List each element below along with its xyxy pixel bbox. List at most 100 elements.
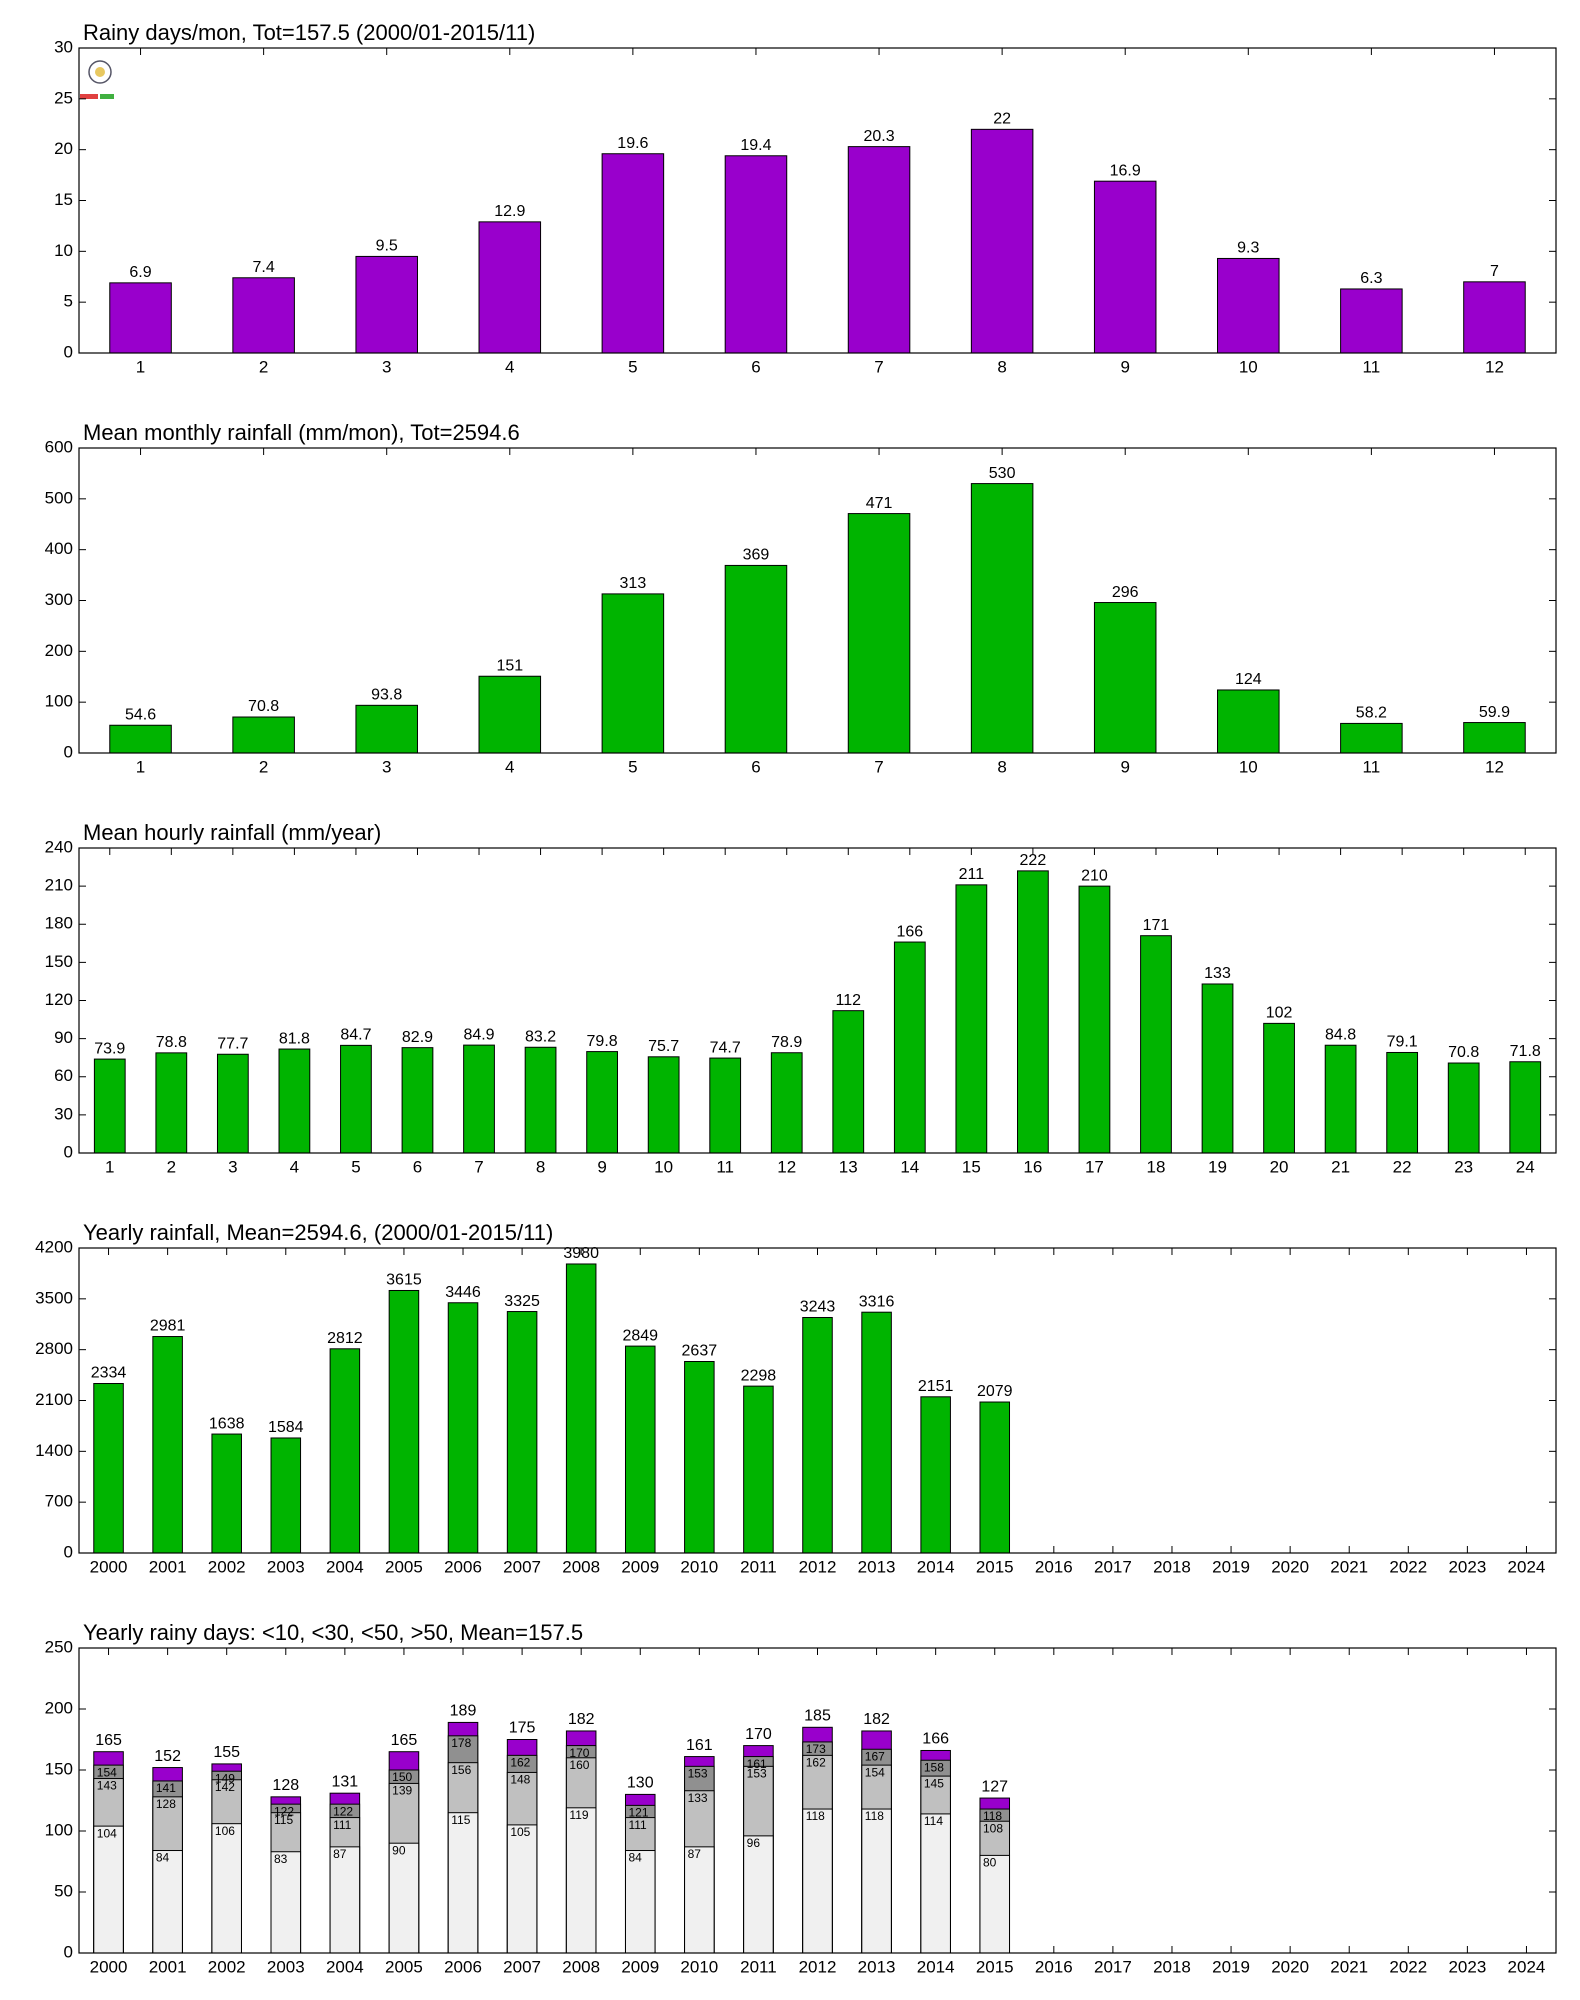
x-tick-label: 2011: [740, 1957, 777, 1976]
segment-label: 96: [747, 1836, 761, 1850]
x-tick-label: 6: [751, 757, 760, 776]
x-tick-label: 10: [1239, 357, 1258, 376]
value-label: 222: [1020, 852, 1047, 869]
segment-label: 133: [688, 1791, 708, 1805]
value-label: 83.2: [525, 1028, 556, 1045]
y-tick-label: 4200: [35, 1237, 73, 1256]
bar: [152, 1336, 183, 1554]
y-tick-label: 150: [45, 952, 73, 971]
chart-title: Mean hourly rainfall (mm/year): [83, 820, 381, 845]
y-tick-label: 0: [64, 1142, 73, 1161]
x-tick-label: 12: [777, 1157, 796, 1176]
x-tick-label: 2016: [1035, 1557, 1073, 1576]
x-tick-label: 2013: [858, 1557, 896, 1576]
segment-label: 119: [569, 1808, 588, 1822]
bar: [1463, 722, 1526, 754]
value-label: 170: [745, 1726, 772, 1743]
bar: [743, 1385, 774, 1554]
segment-label: 118: [806, 1809, 825, 1823]
value-label: 182: [863, 1711, 890, 1728]
x-tick-label: 2006: [444, 1957, 482, 1976]
bar: [1447, 1062, 1480, 1154]
value-label: 211: [959, 866, 985, 883]
x-tick-label: 9: [1120, 757, 1129, 776]
x-tick-label: 1: [105, 1157, 114, 1176]
segment-label: 115: [274, 1813, 293, 1827]
y-tick-label: 700: [45, 1492, 73, 1511]
value-label: 2298: [741, 1367, 777, 1384]
bar: [565, 1263, 597, 1554]
bar: [1201, 983, 1234, 1154]
bar: [1140, 935, 1172, 1154]
segment-label: 122: [274, 1804, 294, 1818]
bar: [211, 1433, 242, 1554]
value-label: 12.9: [494, 203, 525, 220]
value-label: 210: [1081, 867, 1108, 884]
x-tick-label: 9: [597, 1157, 606, 1176]
bar: [861, 1311, 892, 1554]
segment-label: 161: [747, 1757, 767, 1771]
value-label: 133: [1204, 965, 1231, 982]
x-tick-label: 2001: [149, 1557, 187, 1576]
segment-label: 162: [806, 1756, 826, 1770]
x-tick-label: 2: [259, 357, 268, 376]
y-tick-label: 2800: [35, 1339, 73, 1358]
x-tick-label: 2: [259, 757, 268, 776]
x-tick-label: 2: [167, 1157, 176, 1176]
x-tick-label: 19: [1208, 1157, 1227, 1176]
y-tick-label: 50: [54, 1881, 73, 1900]
x-tick-label: 2007: [503, 1557, 541, 1576]
bar: [1463, 281, 1526, 354]
y-tick-label: 200: [45, 1698, 73, 1717]
value-label: 81.8: [279, 1030, 310, 1047]
value-label: 78.9: [771, 1034, 802, 1051]
x-tick-label: 9: [1120, 357, 1129, 376]
bar: [1324, 1044, 1357, 1154]
value-label: 3325: [504, 1293, 540, 1310]
bar: [388, 1842, 420, 1954]
plot-frame: [78, 447, 1557, 754]
y-tick-label: 25: [54, 88, 73, 107]
bar: [861, 1808, 892, 1954]
segment-label: 143: [97, 1779, 117, 1793]
x-tick-label: 5: [628, 757, 637, 776]
bar: [1263, 1022, 1295, 1154]
segment-label: 154: [97, 1765, 117, 1779]
logo-text-green: [100, 94, 114, 99]
bar: [155, 1052, 188, 1154]
x-tick-label: 12: [1485, 757, 1504, 776]
bar: [586, 1051, 618, 1154]
y-tick-label: 400: [45, 539, 73, 558]
y-tick-label: 150: [45, 1759, 73, 1778]
bar: [979, 1854, 1011, 1954]
x-tick-label: 2023: [1448, 1557, 1486, 1576]
x-tick-label: 12: [1485, 357, 1504, 376]
bar: [1093, 602, 1157, 754]
plot-frame: [78, 847, 1557, 1154]
x-tick-label: 2003: [267, 1557, 305, 1576]
x-tick-label: 2024: [1508, 1557, 1546, 1576]
bar: [232, 277, 295, 354]
bar: [979, 1401, 1011, 1554]
bar: [1340, 288, 1403, 354]
x-tick-label: 1: [136, 357, 145, 376]
x-tick-label: 2009: [621, 1957, 659, 1976]
segment-label: 153: [688, 1767, 708, 1781]
segment-label: 122: [333, 1804, 353, 1818]
y-tick-label: 5: [64, 292, 73, 311]
y-tick-label: 10: [54, 241, 73, 260]
value-label: 530: [989, 465, 1016, 482]
x-tick-label: 2022: [1389, 1557, 1427, 1576]
value-label: 2334: [91, 1365, 127, 1382]
bar: [970, 483, 1034, 754]
y-tick-label: 200: [45, 641, 73, 660]
chart-title: Yearly rainfall, Mean=2594.6, (2000/01-2…: [83, 1220, 553, 1245]
x-tick-label: 22: [1393, 1157, 1412, 1176]
value-label: 22: [993, 111, 1011, 128]
y-tick-label: 0: [64, 342, 73, 361]
segment-label: 141: [156, 1781, 176, 1795]
x-tick-label: 11: [716, 1157, 734, 1176]
value-label: 77.7: [217, 1035, 248, 1052]
x-tick-label: 21: [1331, 1157, 1350, 1176]
bar: [893, 941, 926, 1154]
